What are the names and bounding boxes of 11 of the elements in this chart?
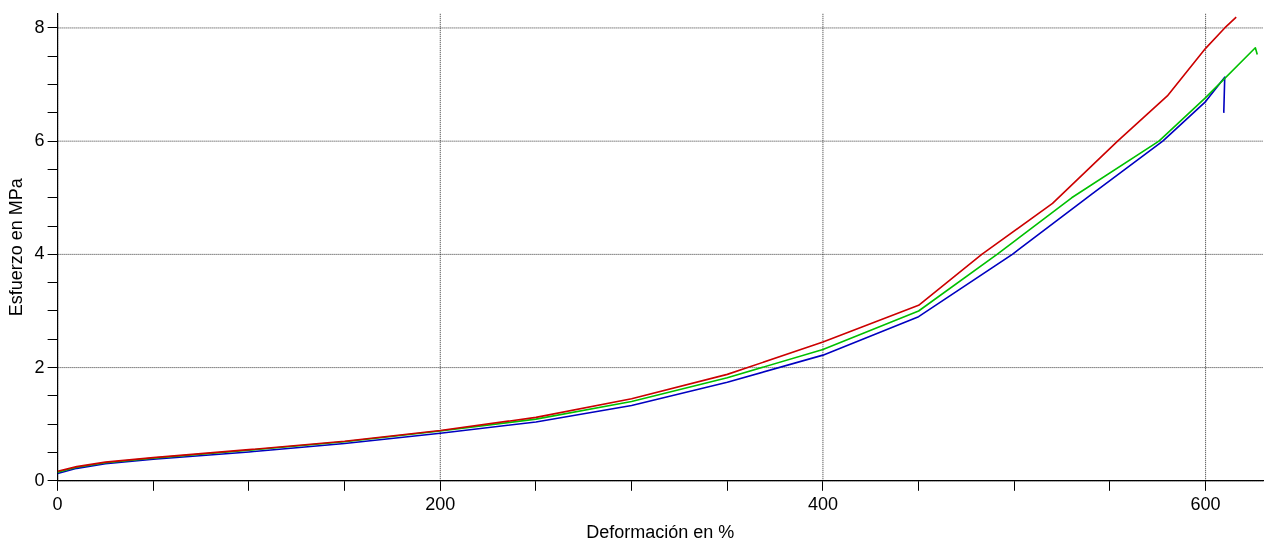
x-axis-title: Deformación en % (586, 522, 735, 543)
x-tick-label: 200 (425, 493, 456, 514)
y-tick-label: 4 (34, 243, 45, 264)
x-tick-label: 400 (807, 493, 838, 514)
y-tick-label: 0 (34, 469, 45, 490)
y-tick-label: 2 (34, 356, 45, 377)
y-tick-label: 6 (34, 130, 45, 151)
y-tick-label: 8 (34, 16, 45, 37)
x-tick-label: 0 (52, 493, 63, 514)
x-tick-label: 600 (1190, 493, 1221, 514)
y-axis-title: Esfuerzo en MPa (5, 177, 26, 317)
